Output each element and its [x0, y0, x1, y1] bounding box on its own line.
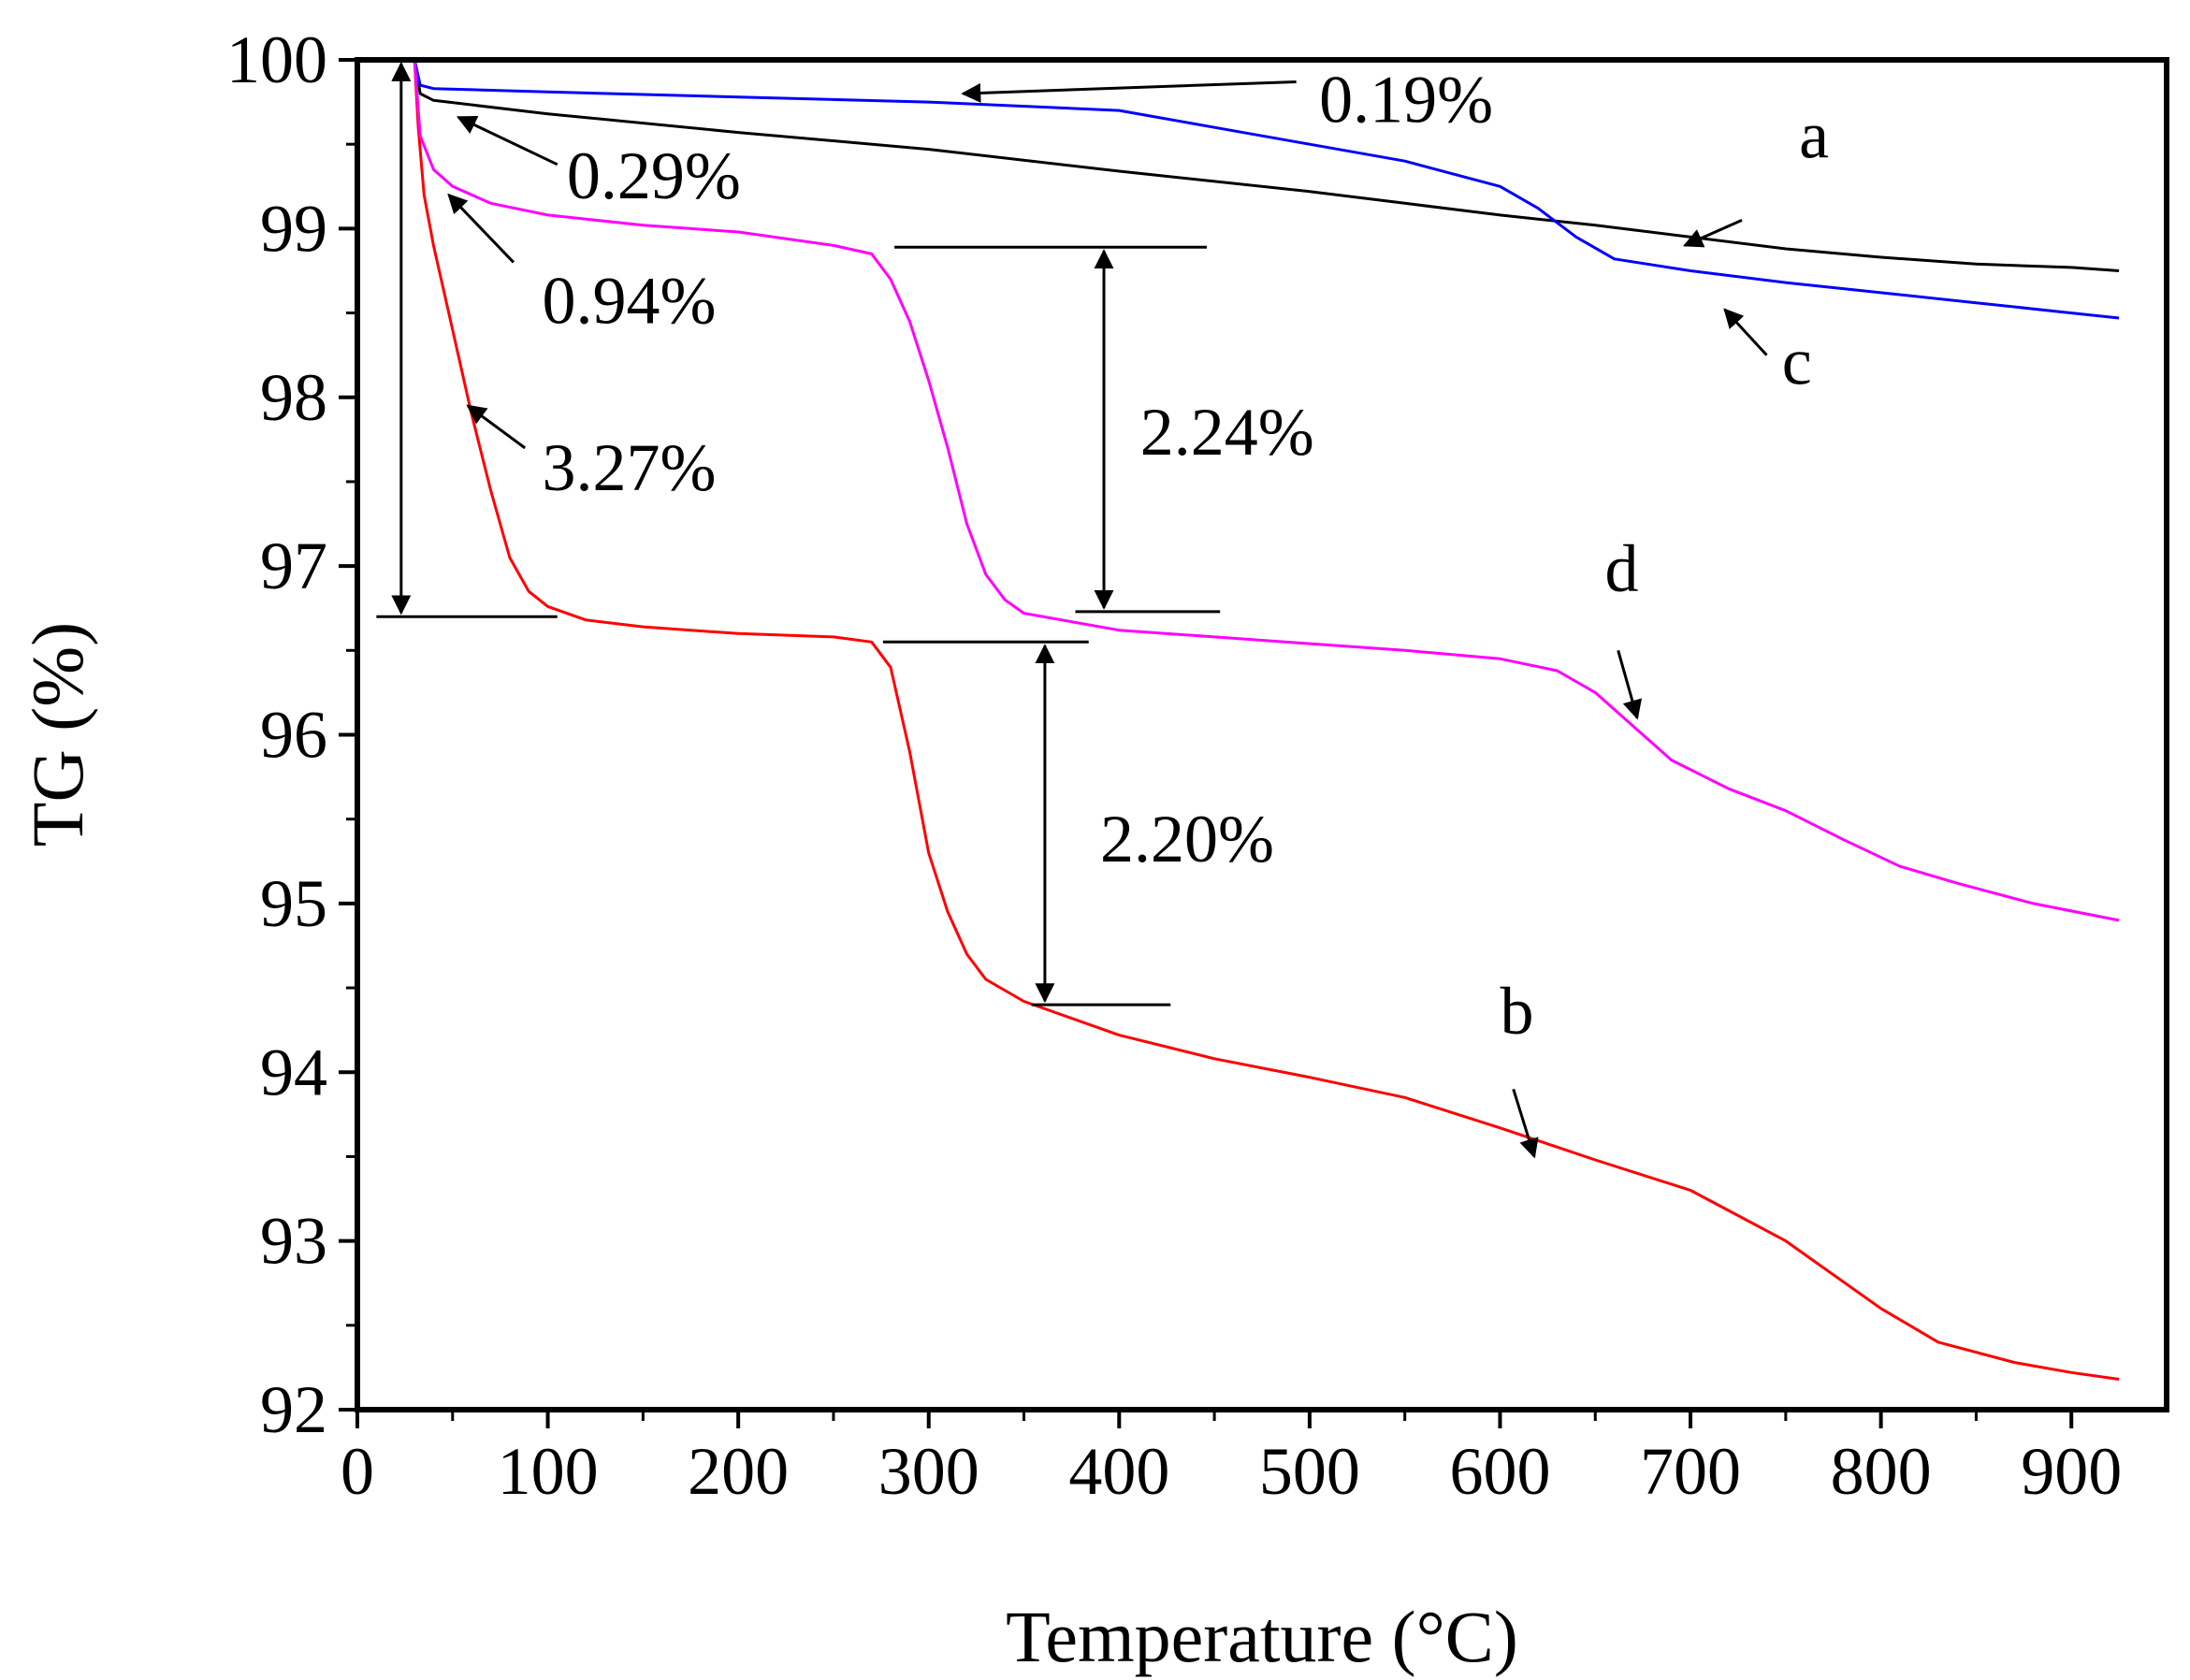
x-tick-label: 0 [341, 1434, 374, 1509]
series-line-b [413, 59, 2120, 1381]
x-tick-label: 500 [1259, 1434, 1360, 1509]
axis-ticks: 0 100 200 300 400 500 600 700 800 900 92 93 94 95 96 97… [226, 22, 2122, 1509]
series-line-d [413, 59, 2120, 922]
x-tick-label: 800 [1831, 1434, 1932, 1509]
pointer-arrow-3 [466, 404, 527, 450]
annotation-label-3: 3.27% [542, 430, 716, 505]
x-tick-label: 200 [688, 1434, 789, 1509]
annotation-label-8: c [1782, 324, 1812, 398]
pointer-arrow-4 [1683, 218, 1743, 248]
pointer-arrow-5 [1723, 308, 1768, 356]
x-tick-label: 100 [498, 1434, 599, 1509]
x-tick-label: 700 [1640, 1434, 1741, 1509]
pointer-arrow-6 [1617, 649, 1643, 720]
y-tick-label: 93 [260, 1204, 327, 1279]
annotation-label-1: 0.29% [567, 138, 741, 213]
x-tick-label: 600 [1449, 1434, 1550, 1509]
y-tick-label: 100 [226, 22, 327, 97]
pointer-arrow-7 [1512, 1088, 1539, 1159]
x-tick-label: 900 [2021, 1434, 2122, 1509]
y-tick-label: 96 [260, 698, 327, 773]
x-tick-label: 400 [1068, 1434, 1169, 1509]
annotation-label-4: 2.24% [1140, 395, 1314, 470]
pointer-arrow-0 [961, 80, 1297, 103]
annotation-label-0: 0.19% [1319, 63, 1493, 138]
y-tick-label: 97 [260, 529, 327, 603]
y-tick-label: 95 [260, 866, 327, 941]
series-line-c [413, 59, 2120, 320]
x-axis-title: Temperature (°C) [1006, 1596, 1518, 1677]
y-axis-title: TG (%) [17, 622, 98, 847]
pointer-arrow-1 [457, 115, 558, 167]
y-tick-label: 92 [260, 1372, 327, 1447]
annotation-label-5: 2.20% [1100, 802, 1274, 876]
annotation-label-2: 0.94% [542, 263, 716, 338]
plot-marks: 0.19% 0.29% 0.94% 3.27% 2.24% 2.20% a b c d [376, 59, 2120, 1381]
series-line-a [413, 59, 2120, 272]
y-tick-label: 98 [260, 360, 327, 435]
y-tick-label: 99 [260, 191, 327, 266]
x-tick-label: 300 [878, 1434, 979, 1509]
annotation-label-9: d [1604, 531, 1638, 606]
pointer-arrow-2 [447, 193, 515, 264]
y-tick-label: 94 [260, 1035, 327, 1109]
annotation-label-6: a [1799, 98, 1829, 173]
annotation-label-7: b [1500, 974, 1533, 1049]
